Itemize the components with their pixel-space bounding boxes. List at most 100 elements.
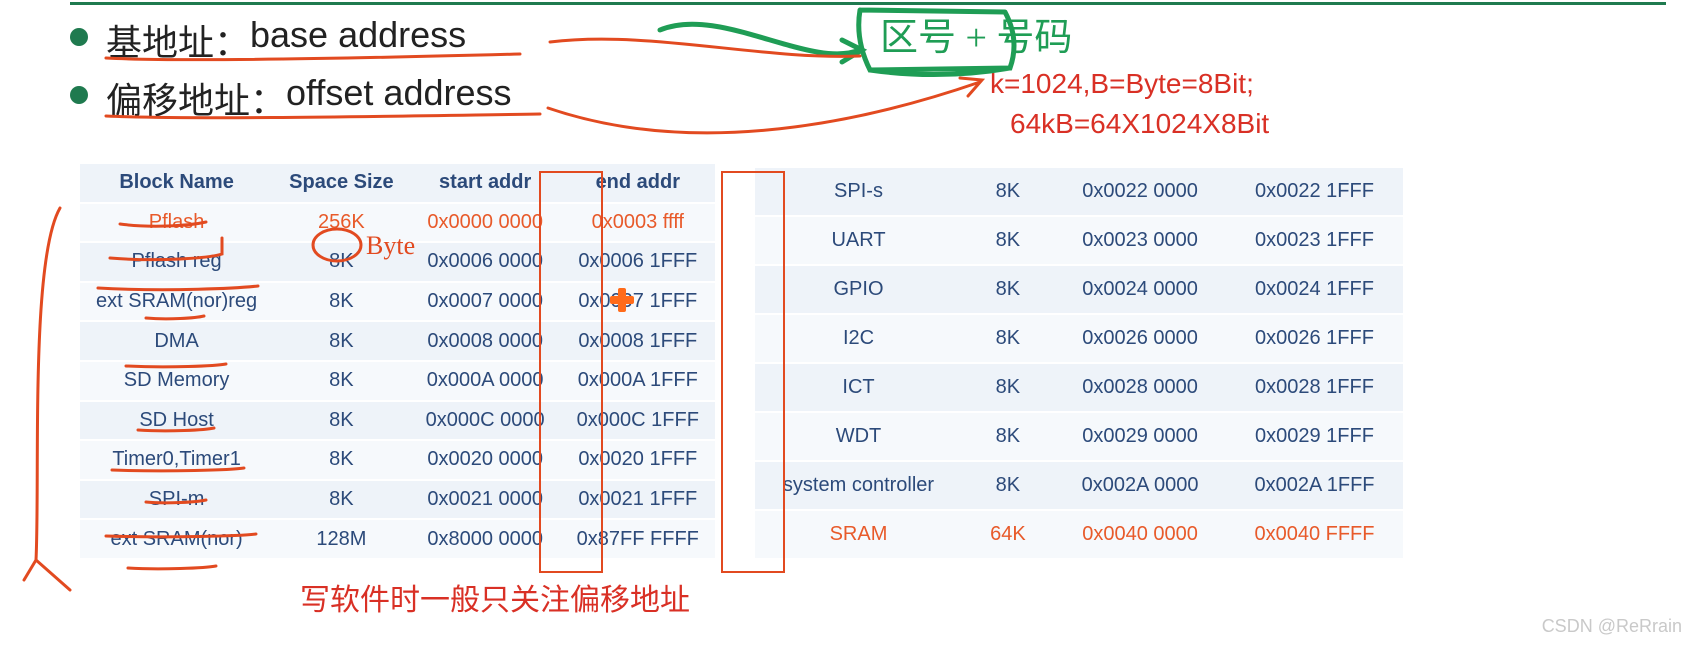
memory-map-table-right: SPI-s8K0x0022 00000x0022 1FFFUART8K0x002… [755,168,1403,560]
table-cell: 8K [273,361,410,401]
table-cell: SPI-m [80,480,273,520]
table-cell: 8K [273,480,410,520]
table-cell: Timer0,Timer1 [80,440,273,480]
table-cell: SPI-s [755,168,962,216]
table-cell: 0x0028 1FFF [1226,363,1402,412]
table-cell: 0x0006 0000 [410,242,561,282]
table-cell: I2C [755,314,962,363]
bullet-dot-icon [70,86,88,104]
table-cell: 0x0029 0000 [1054,412,1227,461]
bullet-en: offset address [286,72,511,114]
table-cell: 8K [962,461,1054,510]
table-cell: system controller [755,461,962,510]
table-cell: 0x002A 0000 [1054,461,1227,510]
table-header: Space Size [273,164,410,203]
table-cell: 0x0008 0000 [410,321,561,361]
table-cell: 0x0024 0000 [1054,265,1227,314]
table-cell: 0x002A 1FFF [1226,461,1402,510]
formula-note-2: 64kB=64X1024X8Bit [1010,108,1269,140]
table-cell: SRAM [755,510,962,559]
table-cell: ext SRAM(nor) [80,519,273,559]
table-cell: UART [755,216,962,265]
table-cell: 0x0007 1FFF [561,282,715,322]
table-cell: 0x0003 ffff [561,203,715,243]
table-cell: 8K [273,321,410,361]
bullet-row: 基地址： base address [70,14,512,66]
table-header: start addr [410,164,561,203]
table-cell: 0x0022 1FFF [1226,168,1402,216]
table-cell: 0x0020 0000 [410,440,561,480]
table-cell: 8K [273,242,410,282]
table-cell: ICT [755,363,962,412]
table-row: SPI-m8K0x0021 00000x0021 1FFF [80,480,715,520]
table-row: SRAM64K0x0040 00000x0040 FFFF [755,510,1403,559]
table-row: system controller8K0x002A 00000x002A 1FF… [755,461,1403,510]
table-row: ICT8K0x0028 00000x0028 1FFF [755,363,1403,412]
table-row: GPIO8K0x0024 00000x0024 1FFF [755,265,1403,314]
table-cell: WDT [755,412,962,461]
table-cell: 0x000A 1FFF [561,361,715,401]
table-cell: 0x0024 1FFF [1226,265,1402,314]
table-cell: 0x0020 1FFF [561,440,715,480]
table-cell: SD Host [80,401,273,441]
table-cell: 0x0023 1FFF [1226,216,1402,265]
table-cell: 8K [962,216,1054,265]
top-divider [70,2,1666,5]
table-cell: 0x8000 0000 [410,519,561,559]
table-cell: 8K [962,265,1054,314]
table-row: ext SRAM(nor)reg8K0x0007 00000x0007 1FFF [80,282,715,322]
table-row: SD Host8K0x000C 00000x000C 1FFF [80,401,715,441]
table-cell: 0x0008 1FFF [561,321,715,361]
table-header: end addr [561,164,715,203]
table-cell: ext SRAM(nor)reg [80,282,273,322]
table-cell: 8K [962,168,1054,216]
green-box-text: 区号 + 号码 [880,17,1072,59]
tables-container: Block NameSpace Sizestart addrend addrPf… [80,164,1403,560]
table-cell: DMA [80,321,273,361]
table-cell: Pflash reg [80,242,273,282]
watermark: CSDN @ReRrain [1542,616,1682,637]
table-row: Timer0,Timer18K0x0020 00000x0020 1FFF [80,440,715,480]
bullet-cn: 偏移地址： [106,72,286,124]
table-cell: 0x0029 1FFF [1226,412,1402,461]
table-cell: 0x0040 0000 [1054,510,1227,559]
table-cell: 0x0000 0000 [410,203,561,243]
table-cell: 0x0021 0000 [410,480,561,520]
table-row: UART8K0x0023 00000x0023 1FFF [755,216,1403,265]
table-row: DMA8K0x0008 00000x0008 1FFF [80,321,715,361]
table-cell: SD Memory [80,361,273,401]
table-cell: Pflash [80,203,273,243]
bullet-list: 基地址： base address 偏移地址： offset address [70,14,512,130]
table-cell: 8K [273,282,410,322]
table-header: Block Name [80,164,273,203]
table-cell: 256K [273,203,410,243]
table-cell: 0x0021 1FFF [561,480,715,520]
table-cell: 0x87FF FFFF [561,519,715,559]
memory-map-table-left: Block NameSpace Sizestart addrend addrPf… [80,164,715,560]
table-cell: 8K [962,363,1054,412]
table-cell: 0x0007 0000 [410,282,561,322]
table-row: SD Memory8K0x000A 00000x000A 1FFF [80,361,715,401]
table-row: Pflash reg8K0x0006 00000x0006 1FFF [80,242,715,282]
table-cell: 64K [962,510,1054,559]
table-cell: GPIO [755,265,962,314]
bullet-dot-icon [70,28,88,46]
table-cell: 0x000C 0000 [410,401,561,441]
table-cell: 0x0026 1FFF [1226,314,1402,363]
table-cell: 0x0022 0000 [1054,168,1227,216]
table-cell: 0x000A 0000 [410,361,561,401]
bullet-cn: 基地址： [106,14,250,66]
table-row: Pflash256K0x0000 00000x0003 ffff [80,203,715,243]
table-cell: 0x0028 0000 [1054,363,1227,412]
table-row: I2C8K0x0026 00000x0026 1FFF [755,314,1403,363]
table-cell: 0x0006 1FFF [561,242,715,282]
table-cell: 8K [962,314,1054,363]
table-cell: 8K [962,412,1054,461]
table-row: ext SRAM(nor)128M0x8000 00000x87FF FFFF [80,519,715,559]
bottom-note: 写软件时一般只关注偏移地址 [300,575,690,619]
bullet-row: 偏移地址： offset address [70,72,512,124]
table-cell: 0x0026 0000 [1054,314,1227,363]
bullet-en: base address [250,14,466,56]
table-cell: 0x000C 1FFF [561,401,715,441]
table-row: SPI-s8K0x0022 00000x0022 1FFF [755,168,1403,216]
